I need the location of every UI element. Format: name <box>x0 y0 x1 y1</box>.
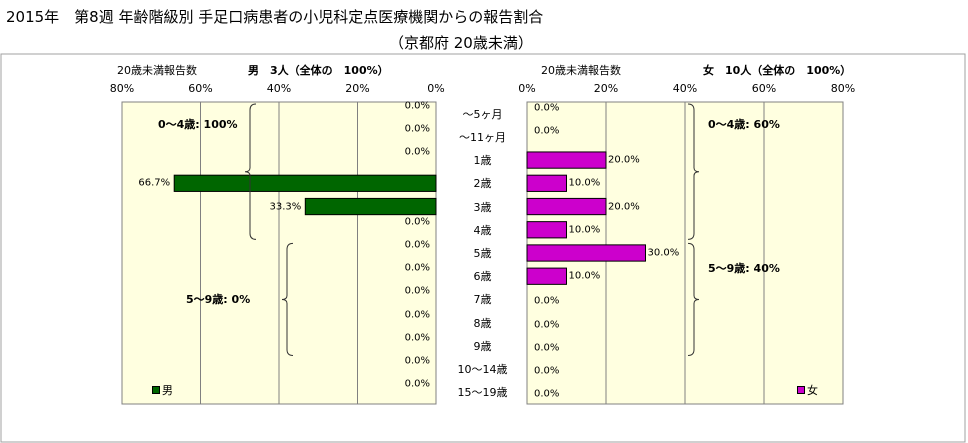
female-data-label: 10.0% <box>568 270 601 282</box>
left-group-brace <box>244 103 257 240</box>
right-tick-label: 60% <box>751 82 777 95</box>
female-data-label: 0.0% <box>534 125 560 137</box>
right-tick-label: 80% <box>830 82 856 95</box>
chart-title: 2015年 第8週 年齢階級別 手足口病患者の小児科定点医療機関からの報告割合 <box>6 8 544 26</box>
legend-male: 男 <box>152 382 173 398</box>
male-data-label: 0.0% <box>404 355 430 367</box>
female-data-label: 0.0% <box>534 295 560 307</box>
legend-male-swatch <box>152 386 160 394</box>
female-bar <box>526 151 607 169</box>
left-total-header: 男 3人（全体の 100%） <box>248 64 389 77</box>
right-group-label: 0～4歳: 60% <box>708 118 780 132</box>
right-tick-label: 20% <box>593 82 619 95</box>
female-data-label: 0.0% <box>534 102 560 114</box>
male-data-label: 0.0% <box>404 239 430 251</box>
female-bar <box>526 174 567 192</box>
female-data-label: 0.0% <box>534 365 560 377</box>
category-label: 15～19歳 <box>457 386 508 400</box>
female-data-label: 10.0% <box>568 177 601 189</box>
male-data-label: 0.0% <box>404 262 430 274</box>
category-label: 2歳 <box>473 177 492 191</box>
right-total-header: 女 10人（全体の 100%） <box>703 64 852 77</box>
right-tick-label: 0% <box>518 82 536 95</box>
male-data-label: 66.7% <box>138 177 171 189</box>
male-data-label: 33.3% <box>269 201 302 213</box>
category-label: 9歳 <box>473 339 492 353</box>
female-data-label: 30.0% <box>647 247 680 259</box>
legend-male-label: 男 <box>162 384 173 397</box>
category-label: 8歳 <box>473 316 492 330</box>
male-data-label: 0.0% <box>404 100 430 112</box>
left-tick-label: 40% <box>266 82 292 95</box>
male-data-label: 0.0% <box>404 216 430 228</box>
category-label: 3歳 <box>473 200 492 214</box>
male-bar <box>173 174 437 192</box>
male-data-label: 0.0% <box>404 285 430 297</box>
female-data-label: 20.0% <box>608 154 640 166</box>
right-group-brace <box>687 242 700 357</box>
male-data-label: 0.0% <box>404 146 430 158</box>
left-group-brace <box>281 242 294 357</box>
category-label: 5歳 <box>473 247 492 260</box>
category-label: ～5ヶ月 <box>462 107 503 121</box>
female-data-label: 20.0% <box>608 201 640 213</box>
right-axis-header: 20歳未満報告数 <box>541 64 621 77</box>
left-tick-label: 0% <box>427 82 445 95</box>
category-label: 1歳 <box>473 154 492 168</box>
category-label: ～11ヶ月 <box>459 130 506 144</box>
female-bar <box>526 197 607 216</box>
female-bar <box>526 267 567 285</box>
left-tick-label: 80% <box>109 82 135 95</box>
female-data-label: 0.0% <box>534 319 560 331</box>
left-tick-label: 60% <box>188 82 213 95</box>
male-data-label: 0.0% <box>404 123 430 135</box>
chart-frame <box>0 53 966 443</box>
female-data-label: 10.0% <box>568 224 601 236</box>
male-bar <box>304 197 437 216</box>
male-data-label: 0.0% <box>404 378 430 390</box>
category-label: 7歳 <box>473 293 492 307</box>
right-tick-label: 40% <box>672 82 698 95</box>
chart-subtitle: （京都府 20歳未満） <box>389 34 533 52</box>
right-group-brace <box>687 103 700 240</box>
legend-female: 女 <box>797 382 818 398</box>
female-data-label: 0.0% <box>534 342 560 354</box>
category-label: 4歳 <box>473 223 492 237</box>
female-data-label: 0.0% <box>534 388 560 400</box>
category-label: 10～14歳 <box>457 363 508 377</box>
left-axis-header: 20歳未満報告数 <box>117 64 197 77</box>
left-group-label: 5～9歳: 0% <box>186 293 251 307</box>
female-bar <box>526 221 567 239</box>
left-group-label: 0～4歳: 100% <box>158 118 238 132</box>
legend-female-label: 女 <box>807 384 818 397</box>
left-tick-label: 20% <box>345 82 370 95</box>
male-data-label: 0.0% <box>404 309 430 321</box>
male-data-label: 0.0% <box>404 332 430 344</box>
category-label: 6歳 <box>473 270 492 284</box>
female-bar <box>526 244 646 262</box>
right-group-label: 5～9歳: 40% <box>708 261 780 275</box>
legend-female-swatch <box>797 386 805 394</box>
